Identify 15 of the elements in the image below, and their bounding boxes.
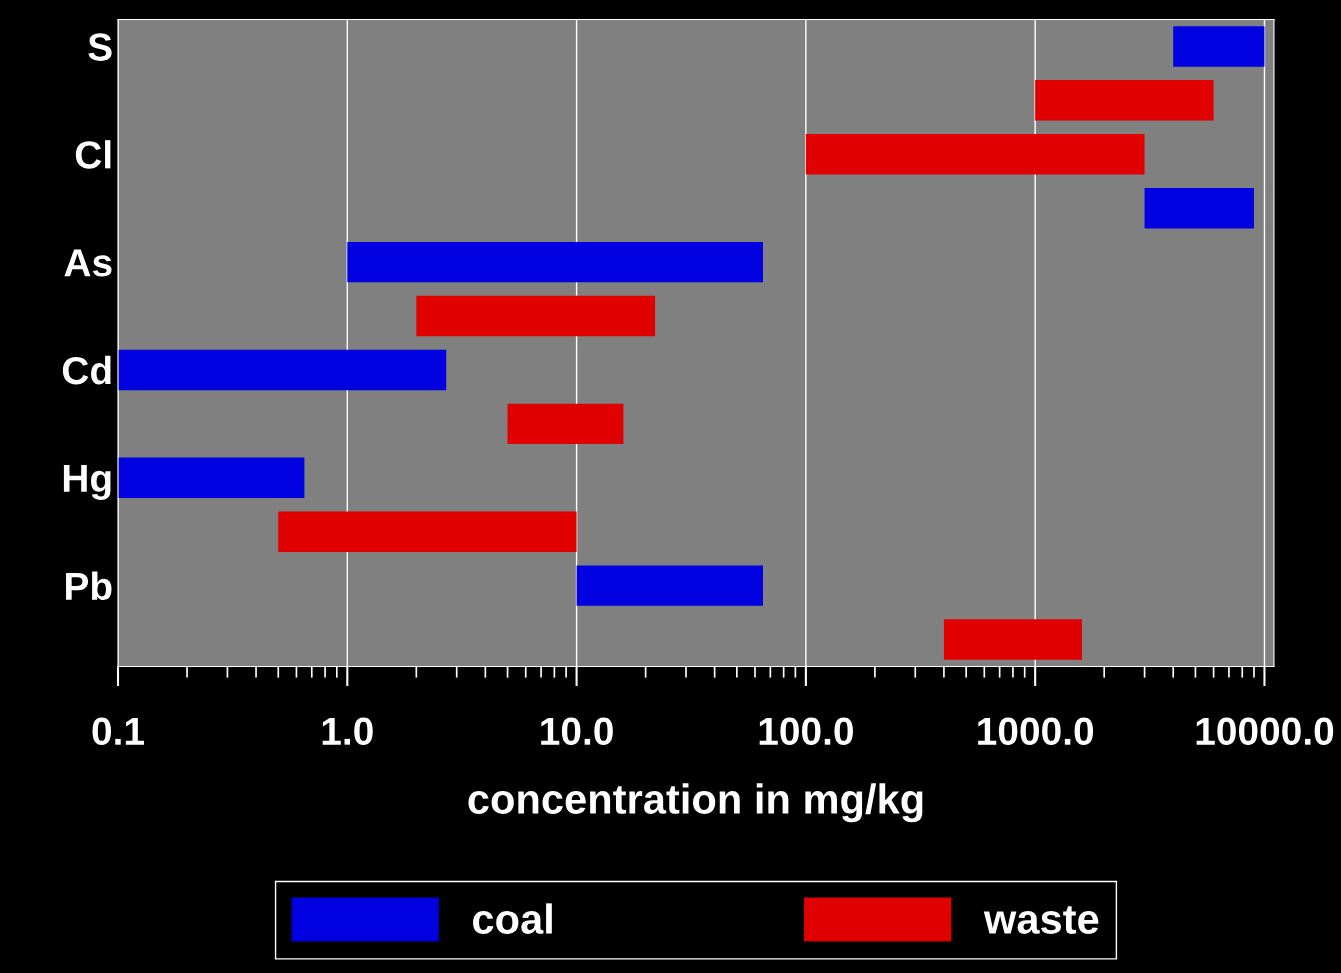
- y-tick-label: As: [64, 249, 112, 277]
- legend-label: waste: [983, 906, 1099, 934]
- legend-label: coal: [473, 903, 552, 934]
- x-tick-label: 1.0: [322, 717, 373, 746]
- x-tick-label: 10000.0: [1196, 717, 1334, 746]
- x-tick-label: 10.0: [541, 717, 613, 746]
- x-tick-label: 0.1: [92, 717, 144, 746]
- y-tick-label: S: [88, 33, 112, 61]
- x-axis-title: concentration in mg/kg: [468, 783, 923, 823]
- y-tick-label: Cl: [75, 140, 111, 169]
- y-tick-label: Cd: [62, 355, 111, 385]
- y-tick-label: Hg: [63, 465, 111, 501]
- x-tick-label: 1000.0: [978, 717, 1094, 746]
- y-tick-label: Pb: [66, 571, 112, 601]
- x-tick-label: 100.0: [759, 717, 853, 746]
